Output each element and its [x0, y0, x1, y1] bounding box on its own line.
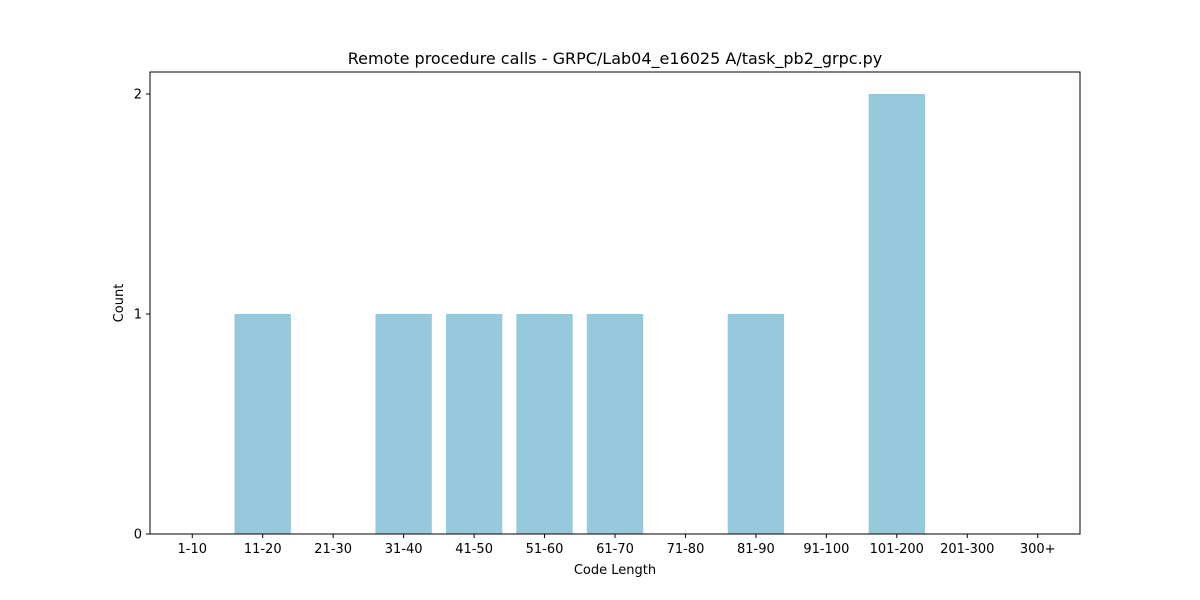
y-tick-label: 1 [134, 308, 142, 323]
x-tick-label: 31-40 [385, 542, 423, 557]
x-tick-label: 1-10 [178, 542, 208, 557]
bar-11-20 [234, 314, 291, 534]
bar-61-70 [586, 314, 644, 534]
x-tick-label: 21-30 [314, 542, 352, 557]
x-tick-label: 101-200 [870, 542, 924, 557]
y-tick-label: 2 [134, 88, 142, 103]
x-tick-label: 81-90 [737, 542, 775, 557]
x-tick-label: 51-60 [526, 542, 564, 557]
x-tick-label: 91-100 [803, 542, 849, 557]
x-tick-label: 61-70 [596, 542, 634, 557]
bar-41-50 [445, 314, 503, 534]
bars-layer [234, 94, 925, 534]
bar-81-90 [727, 314, 785, 534]
y-axis-label: Count [112, 284, 127, 323]
y-axis: 0 1 2 [134, 88, 150, 543]
y-tick-label: 0 [134, 528, 142, 543]
bar-101-200 [868, 94, 925, 534]
plot-frame [149, 71, 1081, 535]
x-tick-label: 41-50 [455, 542, 493, 557]
x-tick-label: 71-80 [667, 542, 705, 557]
x-tick-label: 300+ [1020, 542, 1056, 557]
chart-title: Remote procedure calls - GRPC/Lab04_e160… [348, 49, 883, 69]
x-axis: 1-10 11-20 21-30 31-40 41-50 51-60 61-70 71-80 8… [178, 534, 1056, 557]
bar-31-40 [375, 314, 432, 534]
x-tick-label: 11-20 [244, 542, 282, 557]
x-tick-label: 201-300 [940, 542, 994, 557]
bar-51-60 [516, 314, 573, 534]
x-axis-label: Code Length [574, 563, 656, 578]
